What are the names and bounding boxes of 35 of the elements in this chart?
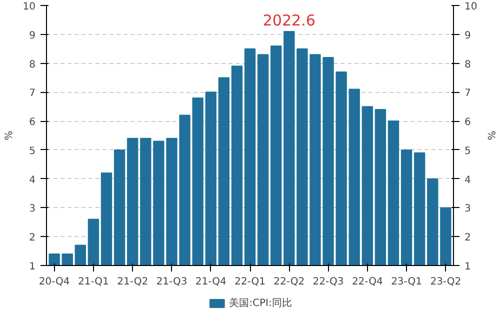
x-tick-label: 21-Q1 xyxy=(78,276,109,288)
y2-tick-label: 8 xyxy=(464,59,471,70)
x-tick-label: 23-Q2 xyxy=(430,276,462,288)
y-tick-label: 10 xyxy=(22,2,36,12)
y2-tick-label: 6 xyxy=(464,117,471,128)
x-tick-label: 22-Q3 xyxy=(312,276,344,288)
y2-tick-label: 1 xyxy=(464,262,471,272)
x-tick-label: 20-Q4 xyxy=(38,276,70,288)
x-tick-label: 21-Q3 xyxy=(156,276,188,288)
y-tick-label: 2 xyxy=(29,232,36,244)
x-tick-label: 22-Q4 xyxy=(352,276,383,288)
y-tick-label: 4 xyxy=(29,174,36,186)
x-tick-label: 21-Q2 xyxy=(117,276,148,288)
x-tick-label: 22-Q2 xyxy=(274,276,305,288)
y-tick-label: 9 xyxy=(29,30,36,42)
y-tick-label: 3 xyxy=(29,204,36,215)
y2-tick-label: 4 xyxy=(464,174,471,186)
y2-tick-label: 10 xyxy=(464,2,478,12)
y-axis-title: % xyxy=(4,130,15,140)
y-tick-label: 8 xyxy=(29,59,36,70)
x-tick-label: 21-Q4 xyxy=(195,276,226,288)
legend-label: 美国:CPI:同比 xyxy=(229,296,292,310)
x-tick-label: 23-Q1 xyxy=(391,276,422,288)
y-tick-label: 1 xyxy=(29,262,36,272)
y-tick-label: 7 xyxy=(29,88,36,100)
y2-tick-label: 3 xyxy=(464,204,471,215)
y-tick-label: 5 xyxy=(29,146,36,157)
y2-tick-label: 2 xyxy=(464,232,471,244)
y2-tick-label: 7 xyxy=(464,88,471,100)
y2-tick-label: 9 xyxy=(464,30,471,42)
x-tick-label: 22-Q1 xyxy=(234,276,266,288)
y2-axis-title: % xyxy=(485,130,496,140)
y2-tick-label: 5 xyxy=(464,146,471,157)
y-tick-label: 6 xyxy=(29,117,36,128)
annotation: 2022.6 xyxy=(262,12,316,30)
